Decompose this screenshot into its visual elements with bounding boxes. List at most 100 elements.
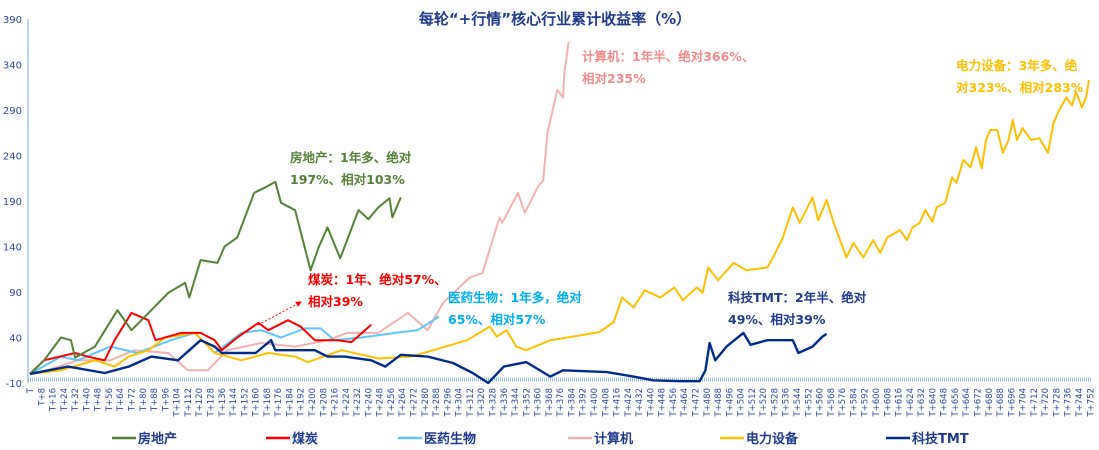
x-tick-label: T+160 (252, 388, 262, 418)
x-tick-label: T+192 (297, 388, 307, 418)
x-tick-label: T+136 (218, 388, 228, 418)
x-tick-label: T+376 (556, 388, 566, 418)
x-tick-label: T+648 (940, 388, 950, 418)
x-tick-label: T+56 (105, 388, 115, 412)
x-tick-label: T+560 (816, 388, 826, 418)
x-tick-label: T+528 (770, 388, 780, 418)
x-tick-label: T+584 (849, 388, 859, 418)
x-tick-label: T+424 (624, 388, 634, 418)
x-tick-label: T+360 (534, 388, 544, 418)
series-line-1 (29, 311, 372, 375)
x-tick-label: T+304 (455, 388, 465, 418)
legend-label: 电力设备 (746, 431, 799, 447)
x-tick-label: T+120 (195, 388, 205, 418)
x-tick-label: T+544 (793, 388, 803, 418)
x-tick-label: T+336 (500, 388, 510, 418)
y-tick-label: -10 (6, 379, 22, 390)
x-tick-label: T+248 (376, 388, 386, 418)
x-tick-label: T+632 (917, 388, 927, 418)
x-tick-label: T+520 (759, 388, 769, 418)
x-tick-label: T+256 (387, 388, 397, 418)
x-tick-label: T+8 (37, 388, 47, 407)
legend-label: 计算机 (594, 431, 633, 447)
legend-label: 医药生物 (424, 431, 476, 447)
coal-annotation-arrow (257, 301, 302, 326)
annotations: 房地产：1年多、绝对 197%、相对103% 煤炭：1年、绝对57%、相对39% 医药… (290, 49, 1084, 327)
y-tick-label: 90 (9, 288, 22, 299)
x-tick-label: T+40 (82, 388, 92, 412)
annotation-text: 电力设备：3年多、绝 (956, 58, 1078, 73)
x-tick-label: T+600 (872, 388, 882, 418)
x-tick-label: T+496 (725, 388, 735, 418)
x-tick-label: T+656 (951, 388, 961, 418)
y-tick-label: 40 (9, 334, 22, 345)
x-tick-label: T+480 (703, 388, 713, 418)
series-lines (29, 41, 1090, 385)
x-tick-label: T+416 (613, 388, 623, 418)
y-tick-label: 290 (3, 106, 22, 117)
x-tick-label: T+640 (928, 388, 938, 418)
x-tick-label: T+152 (240, 388, 250, 418)
y-axis: -10 40 90 140 190 240 290 340 390 (3, 15, 29, 390)
x-tick-label: T+664 (962, 388, 972, 418)
annotation-text: 相对235% (582, 71, 646, 86)
x-tick-label: T+400 (590, 388, 600, 418)
x-tick-label: T+328 (488, 388, 498, 418)
x-tick-label: T+344 (511, 388, 521, 418)
annotation-text: 对323%、相对283% (956, 80, 1084, 95)
x-tick-label: T+736 (1064, 388, 1074, 418)
annotation-text: 65%、相对57% (448, 312, 546, 327)
legend-label: 煤炭 (292, 431, 318, 447)
x-tick-label: T+128 (206, 388, 216, 418)
annotation-text: 科技TMT：2年半、绝对 (728, 290, 867, 305)
x-tick-label: T+96 (161, 388, 171, 412)
series-line-4 (29, 79, 1090, 375)
x-tick-label: T+624 (906, 388, 916, 418)
legend-item: 电力设备 (720, 431, 799, 447)
legend-item: 科技TMT (886, 431, 969, 447)
x-tick-label: T+504 (737, 388, 747, 418)
legend-item: 煤炭 (266, 431, 318, 447)
annotation-text: 相对39% (308, 294, 363, 309)
x-axis: T T+8 T+16 T+24 T+32 T+40 T+48 T+56 T+64 T+72 T+80… (26, 377, 1096, 418)
x-tick-label: T+264 (398, 388, 408, 418)
legend: 房地产 煤炭 医药生物 计算机 电力设备 科技TMT (112, 431, 969, 447)
annotation-text: 房地产：1年多、绝对 (290, 150, 412, 165)
x-tick-label: T+320 (477, 388, 487, 418)
x-tick-label: T+672 (974, 388, 984, 418)
x-tick-label: T+752 (1086, 388, 1096, 418)
x-tick-label: T+576 (838, 388, 848, 418)
x-tick-label: T+352 (522, 388, 532, 418)
x-tick-label: T+104 (173, 388, 183, 418)
x-tick-label: T+312 (466, 388, 476, 418)
x-tick-label: T+144 (229, 388, 239, 418)
x-tick-label: T+696 (1007, 388, 1017, 418)
x-tick-label: T+80 (139, 388, 149, 412)
x-tick-label: T+408 (601, 388, 611, 418)
x-tick-label: T+168 (263, 388, 273, 418)
x-tick-label: T+592 (861, 388, 871, 418)
x-tick-label: T+224 (342, 388, 352, 418)
x-tick-label: T+728 (1052, 388, 1062, 418)
x-tick-label: T+744 (1075, 388, 1085, 418)
legend-label: 房地产 (138, 431, 177, 447)
y-tick-label: 240 (3, 152, 22, 163)
x-tick-label: T+464 (680, 388, 690, 418)
annotation-text: 计算机：1年半、绝对366%、 (582, 49, 754, 64)
x-tick-label: T+712 (1030, 388, 1040, 418)
legend-item: 医药生物 (398, 431, 476, 447)
x-tick-label: T+232 (353, 388, 363, 418)
x-tick-label: T+392 (579, 388, 589, 418)
x-tick-label: T+488 (714, 388, 724, 418)
x-tick-label: T+200 (308, 388, 318, 418)
x-tick-label: T+608 (883, 388, 893, 418)
x-tick-label: T+184 (285, 388, 295, 418)
x-tick-label: T+680 (985, 388, 995, 418)
x-tick-label: T+536 (782, 388, 792, 418)
x-tick-label: T+384 (567, 388, 577, 418)
y-tick-label: 340 (3, 61, 22, 72)
x-tick-label: T+568 (827, 388, 837, 418)
x-tick-label: T+512 (748, 388, 758, 418)
series-line-2 (29, 315, 440, 375)
x-tick-label: T+240 (364, 388, 374, 418)
